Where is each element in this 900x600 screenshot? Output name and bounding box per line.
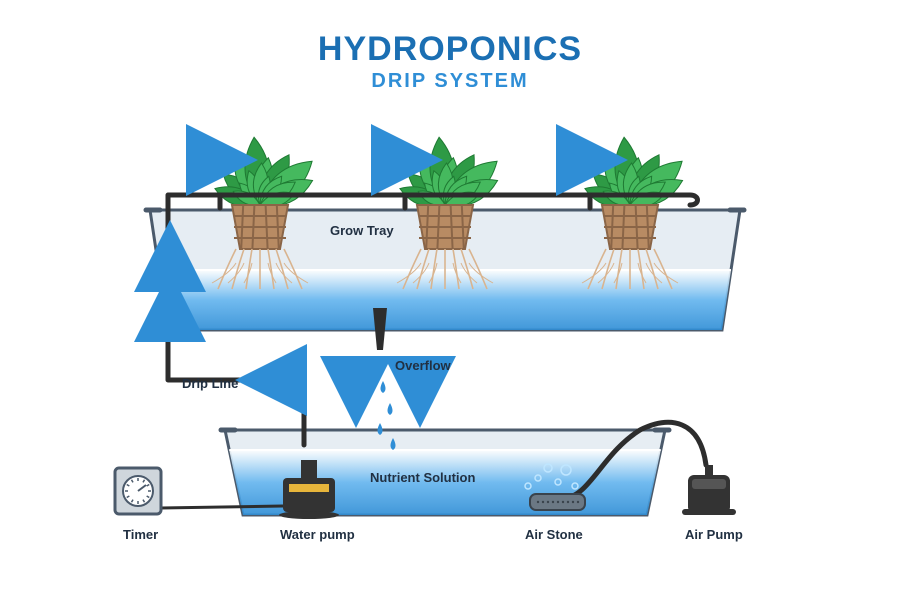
label-air-pump: Air Pump bbox=[685, 527, 743, 542]
hydroponics-diagram bbox=[0, 0, 900, 600]
label-overflow: Overflow bbox=[395, 358, 451, 373]
label-air-stone: Air Stone bbox=[525, 527, 583, 542]
label-drip-line: Drip Line bbox=[182, 376, 238, 391]
label-timer: Timer bbox=[123, 527, 158, 542]
label-nutrient-solution: Nutrient Solution bbox=[370, 470, 475, 485]
label-water-pump: Water pump bbox=[280, 527, 355, 542]
label-grow-tray: Grow Tray bbox=[330, 223, 394, 238]
